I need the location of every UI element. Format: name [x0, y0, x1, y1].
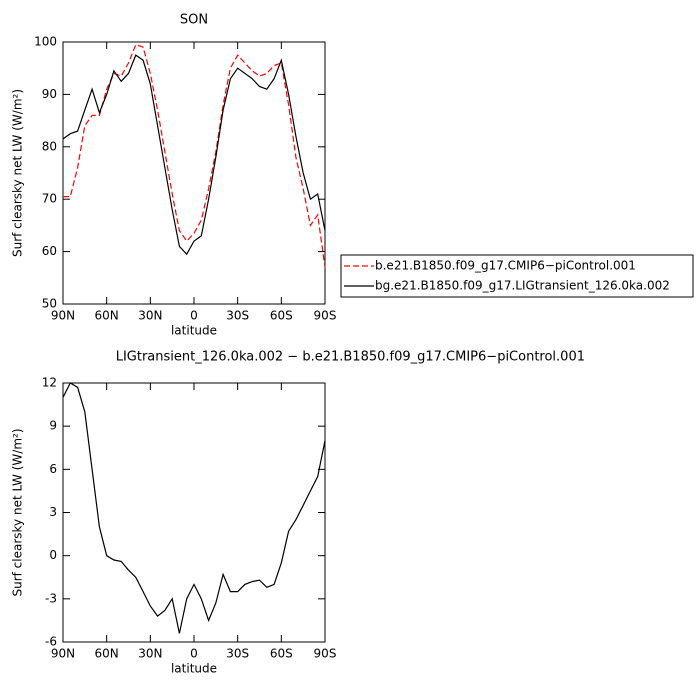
- y-tick-label: 70: [42, 192, 57, 206]
- legend-box: [340, 254, 694, 298]
- data-line: [62, 54, 326, 256]
- legend-label: bg.e21.B1850.f09_g17.LIGtransient_126.0k…: [375, 279, 670, 293]
- y-tick-label: 100: [34, 35, 57, 49]
- y-tick-label: 50: [42, 297, 57, 311]
- x-tick-label: 60N: [95, 647, 119, 661]
- y-tick-label: 60: [42, 244, 57, 258]
- legend-label: b.e21.B1850.f09_g17.CMIP6−piControl.001: [375, 259, 636, 273]
- data-line: [62, 382, 326, 634]
- x-tick-label: 90N: [51, 647, 75, 661]
- x-tick-label: 90S: [314, 309, 337, 323]
- plot-frame: [62, 382, 326, 643]
- y-axis-label: Surf clearsky net LW (W/m²): [11, 89, 25, 257]
- data-line: [63, 43, 326, 268]
- plot-frame: [62, 41, 326, 305]
- y-tick-label: -3: [45, 591, 57, 605]
- y-tick-label: 90: [42, 87, 57, 101]
- y-tick-label: 0: [49, 548, 57, 562]
- x-tick-label: 30S: [226, 309, 249, 323]
- x-tick-label: 30N: [138, 647, 162, 661]
- y-tick-label: 3: [49, 505, 57, 519]
- x-tick-label: 0: [190, 647, 198, 661]
- chart-title: LIGtransient_126.0ka.002 − b.e21.B1850.f…: [116, 350, 585, 365]
- y-tick-label: 12: [42, 376, 57, 390]
- y-tick-label: 6: [49, 462, 57, 476]
- x-tick-label: 90N: [51, 309, 75, 323]
- y-tick-label: 9: [49, 419, 57, 433]
- x-tick-label: 60S: [270, 647, 293, 661]
- x-tick-label: 30N: [138, 309, 162, 323]
- y-tick-label: -6: [45, 635, 57, 649]
- x-tick-label: 0: [190, 309, 198, 323]
- chart-title: SON: [180, 13, 208, 28]
- y-axis-label: Surf clearsky net LW (W/m²): [11, 428, 25, 596]
- x-tick-label: 60N: [95, 309, 119, 323]
- x-tick-label: 60S: [270, 309, 293, 323]
- x-axis-label: latitude: [171, 662, 217, 676]
- x-axis-label: latitude: [171, 324, 217, 338]
- x-tick-label: 90S: [314, 647, 337, 661]
- x-tick-label: 30S: [226, 647, 249, 661]
- y-tick-label: 80: [42, 139, 57, 153]
